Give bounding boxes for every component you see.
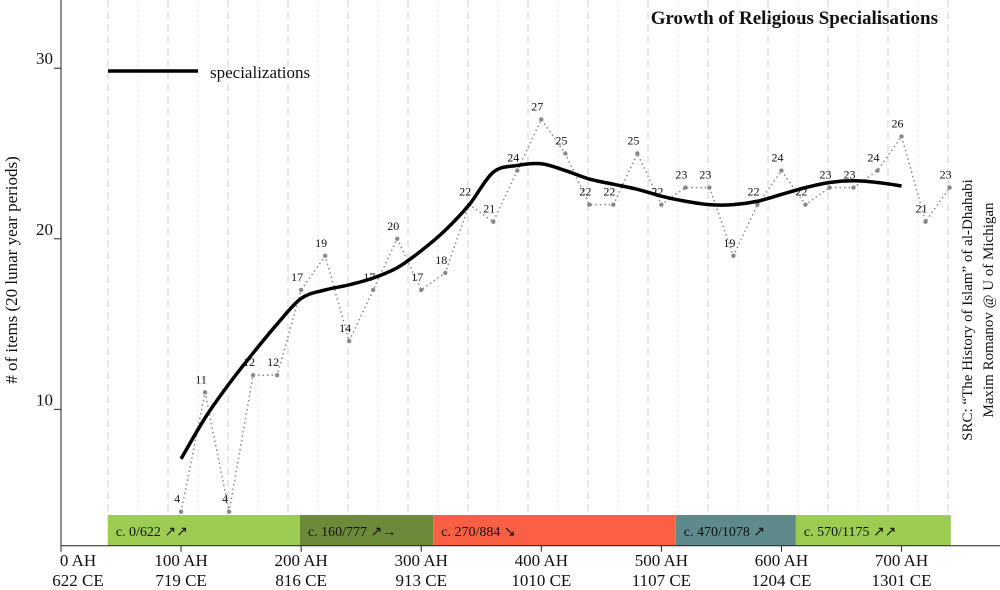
point: [539, 117, 544, 122]
x-tick-label: 300 AH: [395, 551, 448, 570]
x-tick-label: 100 AH: [154, 551, 207, 570]
point-label: 20: [387, 219, 399, 233]
point-label: 4: [174, 492, 180, 506]
point: [443, 270, 448, 276]
x-tick-label: 0 AH: [60, 551, 96, 570]
point: [899, 134, 904, 139]
point-label: 4: [222, 492, 228, 506]
point: [851, 185, 856, 190]
point-label: 22: [459, 185, 471, 199]
point-label: 24: [771, 151, 783, 165]
x-tick-label-ce: 719 CE: [155, 571, 206, 590]
point: [491, 219, 496, 224]
x-tick-label: 500 AH: [635, 551, 688, 570]
band-label: c. 270/884 ↘: [441, 525, 515, 540]
point: [419, 287, 424, 293]
x-tick-label: 200 AH: [274, 551, 327, 570]
band: [299, 515, 434, 546]
point-label: 23: [940, 168, 952, 182]
point: [202, 390, 208, 395]
chart-title: Growth of Religious Specialisations: [651, 8, 938, 29]
point: [707, 185, 712, 190]
source-note: SRC: “The History of Islam” of al-Dhahab…: [960, 179, 976, 441]
x-tick-label: 700 AH: [875, 551, 928, 570]
point: [683, 185, 688, 190]
point-label: 22: [603, 185, 615, 199]
point-label: 17: [411, 270, 423, 284]
band-label: c. 160/777 ↗→: [308, 525, 396, 540]
point: [226, 509, 232, 514]
point: [803, 202, 808, 207]
x-tick-label: 600 AH: [755, 551, 808, 570]
x-tick-label-ce: 622 CE: [52, 571, 103, 590]
point-label: 18: [435, 253, 447, 267]
point: [923, 219, 928, 224]
band-label: c. 570/1175 ↗↗: [804, 525, 897, 540]
point: [779, 168, 784, 173]
x-tick-label-ce: 1301 CE: [872, 571, 932, 590]
point: [659, 202, 664, 207]
point-label: 19: [315, 236, 327, 250]
point-label: 25: [555, 134, 567, 148]
point: [947, 185, 952, 190]
point: [178, 509, 184, 514]
point: [298, 287, 304, 293]
x-tick-label-ce: 1204 CE: [751, 571, 811, 590]
band-label: c. 0/622 ↗↗: [116, 525, 188, 540]
point: [827, 185, 832, 190]
point: [322, 253, 328, 259]
point-label: 21: [483, 202, 495, 216]
point-label: 23: [699, 168, 711, 182]
point-label: 21: [916, 202, 928, 216]
point-label: 23: [819, 168, 831, 182]
point-label: 19: [723, 236, 735, 250]
point-label: 14: [339, 321, 351, 335]
x-tick-label-ce: 816 CE: [275, 571, 326, 590]
point-label: 12: [267, 355, 279, 369]
point-label: 24: [868, 151, 880, 165]
x-tick-label-ce: 1107 CE: [632, 571, 691, 590]
point-label: 26: [892, 116, 904, 130]
points-line: [180, 117, 951, 512]
band: [433, 515, 676, 546]
author-note: Maxim Romanov @ U of Michigan: [981, 202, 997, 418]
point-label: 23: [675, 168, 687, 182]
point-label: 24: [507, 151, 519, 165]
x-tick-label: 400 AH: [515, 551, 568, 570]
point-label: 27: [531, 99, 543, 113]
point-label: 22: [579, 185, 591, 199]
point: [755, 202, 760, 207]
point: [635, 151, 640, 156]
point-label: 25: [627, 134, 639, 148]
point: [611, 202, 616, 207]
point: [563, 151, 568, 156]
point-label: 12: [243, 355, 255, 369]
point-label: 22: [747, 185, 759, 199]
x-tick-label-ce: 1010 CE: [511, 571, 571, 590]
point: [731, 253, 736, 259]
band: [795, 515, 951, 546]
x-tick-label-ce: 913 CE: [395, 571, 446, 590]
y-tick-label: 10: [36, 390, 53, 409]
point-label: 11: [195, 372, 207, 386]
band: [675, 515, 796, 546]
point: [250, 373, 256, 378]
trend-line: [179, 161, 902, 460]
point: [274, 373, 280, 378]
point: [875, 168, 880, 173]
point: [515, 168, 520, 173]
band-label: c. 470/1078 ↗: [684, 525, 765, 540]
point: [395, 236, 400, 241]
point: [346, 338, 352, 344]
point-label: 17: [291, 270, 303, 284]
legend-label: specializations: [210, 63, 310, 82]
band: [107, 515, 300, 546]
point: [587, 202, 592, 207]
y-tick-label: 20: [36, 220, 53, 239]
point: [370, 287, 376, 293]
point-label: 23: [844, 168, 856, 182]
y-axis-label: # of items (20 lunar year periods): [2, 156, 21, 384]
y-tick-label: 30: [36, 49, 53, 68]
